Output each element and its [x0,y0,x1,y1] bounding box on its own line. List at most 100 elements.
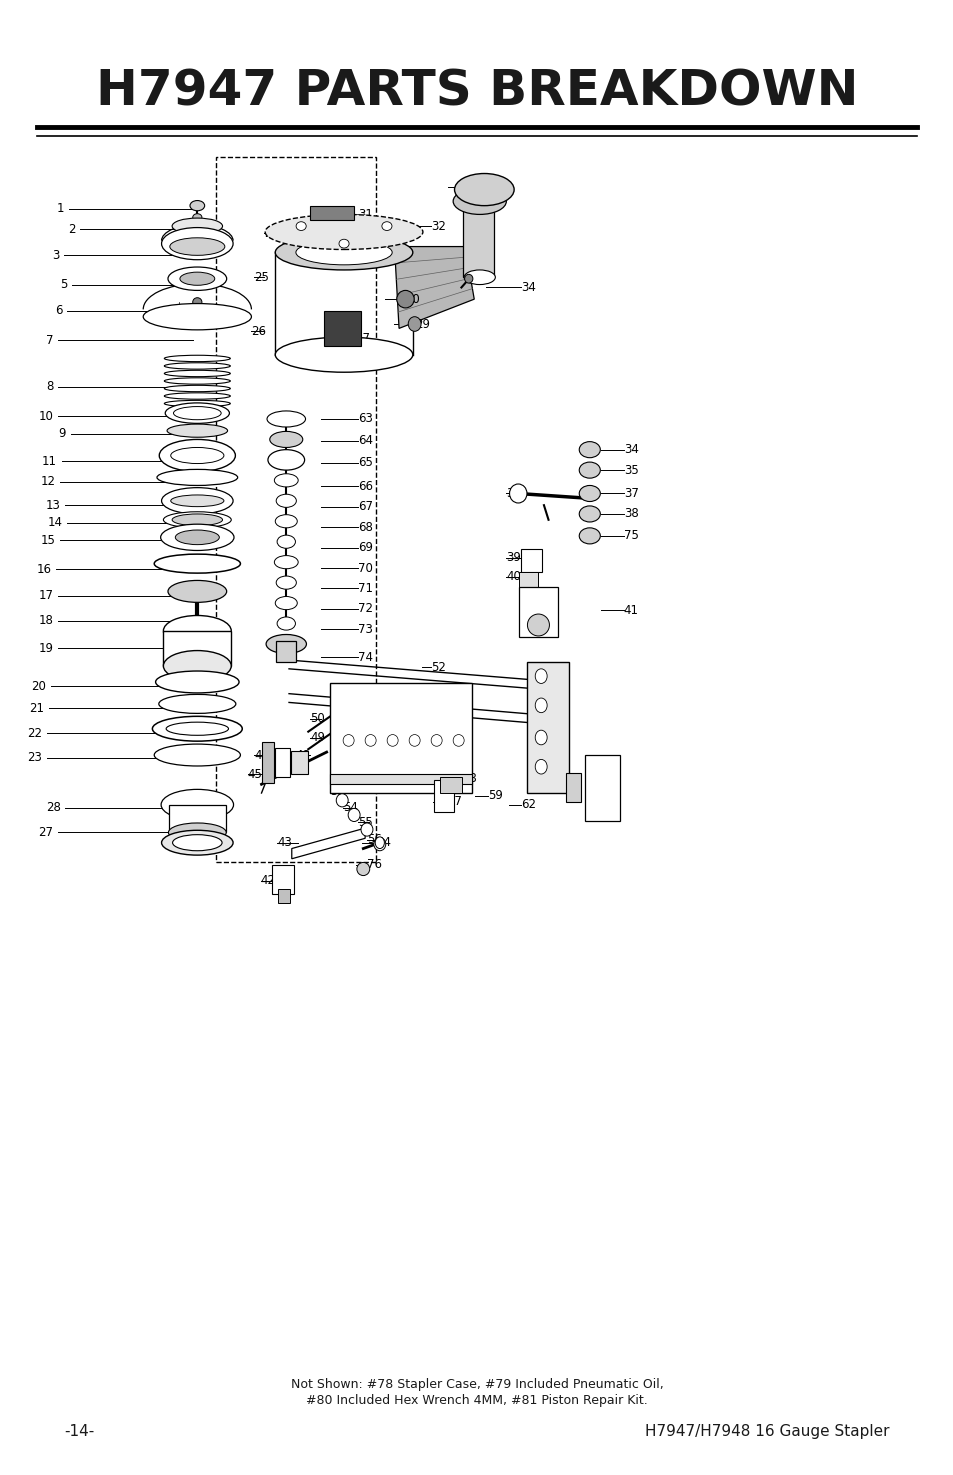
Ellipse shape [360,823,373,836]
Ellipse shape [454,174,514,205]
Text: 46: 46 [253,748,269,761]
Ellipse shape [161,830,233,856]
Text: 26: 26 [252,324,266,338]
Text: 77: 77 [355,332,370,345]
Ellipse shape [374,838,385,851]
Text: 76: 76 [367,858,381,872]
Text: 57: 57 [446,795,461,808]
Text: 34: 34 [520,280,536,294]
Ellipse shape [172,513,222,525]
Text: 18: 18 [38,614,53,627]
Ellipse shape [175,530,219,544]
Text: 35: 35 [623,463,638,476]
Text: 14: 14 [48,516,63,530]
Text: 75: 75 [623,530,638,543]
Ellipse shape [356,863,370,876]
Text: 31: 31 [357,208,373,221]
Text: 47: 47 [271,748,285,761]
Text: 3: 3 [52,249,60,263]
Ellipse shape [164,363,230,369]
Ellipse shape [160,524,233,550]
Ellipse shape [155,671,239,693]
Ellipse shape [274,473,298,487]
Text: 12: 12 [40,475,55,488]
Text: 48: 48 [295,748,310,761]
Ellipse shape [343,735,354,746]
Text: Not Shown: #78 Stapler Case, #79 Included Pneumatic Oil,: Not Shown: #78 Stapler Case, #79 Include… [291,1378,662,1391]
Bar [584,755,619,820]
Ellipse shape [276,535,295,549]
Ellipse shape [509,484,526,503]
Bar [277,889,290,903]
Text: 1: 1 [57,202,64,215]
Bar [330,683,472,794]
Ellipse shape [276,494,296,507]
Text: 68: 68 [357,521,373,534]
Ellipse shape [578,462,599,478]
Ellipse shape [365,735,375,746]
Bar [291,751,308,774]
Text: 56: 56 [367,833,381,847]
Text: 17: 17 [38,590,53,602]
Bar [518,572,537,589]
Text: #80 Included Hex Wrench 4MM, #81 Piston Repair Kit.: #80 Included Hex Wrench 4MM, #81 Piston … [306,1394,647,1407]
Polygon shape [292,827,365,858]
Ellipse shape [464,270,495,285]
Ellipse shape [348,808,359,822]
Ellipse shape [578,441,599,457]
Text: 23: 23 [28,751,42,764]
Bar [276,642,296,661]
Ellipse shape [578,506,599,522]
Text: 45: 45 [248,767,262,780]
Ellipse shape [268,450,304,471]
Text: 53: 53 [330,785,345,798]
Ellipse shape [167,425,228,437]
Ellipse shape [164,400,230,407]
Ellipse shape [338,239,349,248]
Text: 44: 44 [375,836,391,850]
Text: H7947/H7948 16 Gauge Stapler: H7947/H7948 16 Gauge Stapler [644,1423,889,1440]
Ellipse shape [295,221,306,230]
Bar [163,631,231,665]
Text: 5: 5 [60,279,67,291]
Bar [323,311,360,347]
Ellipse shape [193,298,202,307]
Text: 2: 2 [68,223,75,236]
Text: 22: 22 [28,727,42,739]
Bar [275,748,290,777]
Text: 42: 42 [260,875,275,886]
Ellipse shape [335,794,348,807]
Ellipse shape [387,735,397,746]
Ellipse shape [464,274,473,283]
Polygon shape [394,246,474,329]
Text: 38: 38 [623,507,638,521]
Text: 11: 11 [42,454,57,468]
Bar [518,587,558,637]
Ellipse shape [171,447,224,463]
Ellipse shape [270,431,302,447]
Ellipse shape [169,823,226,842]
Ellipse shape [159,440,235,472]
Ellipse shape [170,237,225,255]
Ellipse shape [161,789,233,820]
Ellipse shape [154,555,240,574]
Text: 37: 37 [623,487,638,500]
Text: 63: 63 [357,413,373,425]
Text: 8: 8 [46,381,53,394]
Text: 50: 50 [310,712,325,726]
Ellipse shape [276,577,296,589]
Text: 43: 43 [276,836,292,850]
Text: 67: 67 [357,500,373,513]
Ellipse shape [163,615,231,646]
Ellipse shape [453,189,506,214]
Text: 28: 28 [46,801,61,814]
Text: 41: 41 [623,603,639,617]
Bar [272,864,294,894]
Bar [330,774,472,785]
Text: 10: 10 [38,410,53,422]
Ellipse shape [157,469,237,485]
Ellipse shape [381,221,392,230]
Ellipse shape [275,338,413,372]
Ellipse shape [535,698,547,712]
Ellipse shape [154,743,240,766]
